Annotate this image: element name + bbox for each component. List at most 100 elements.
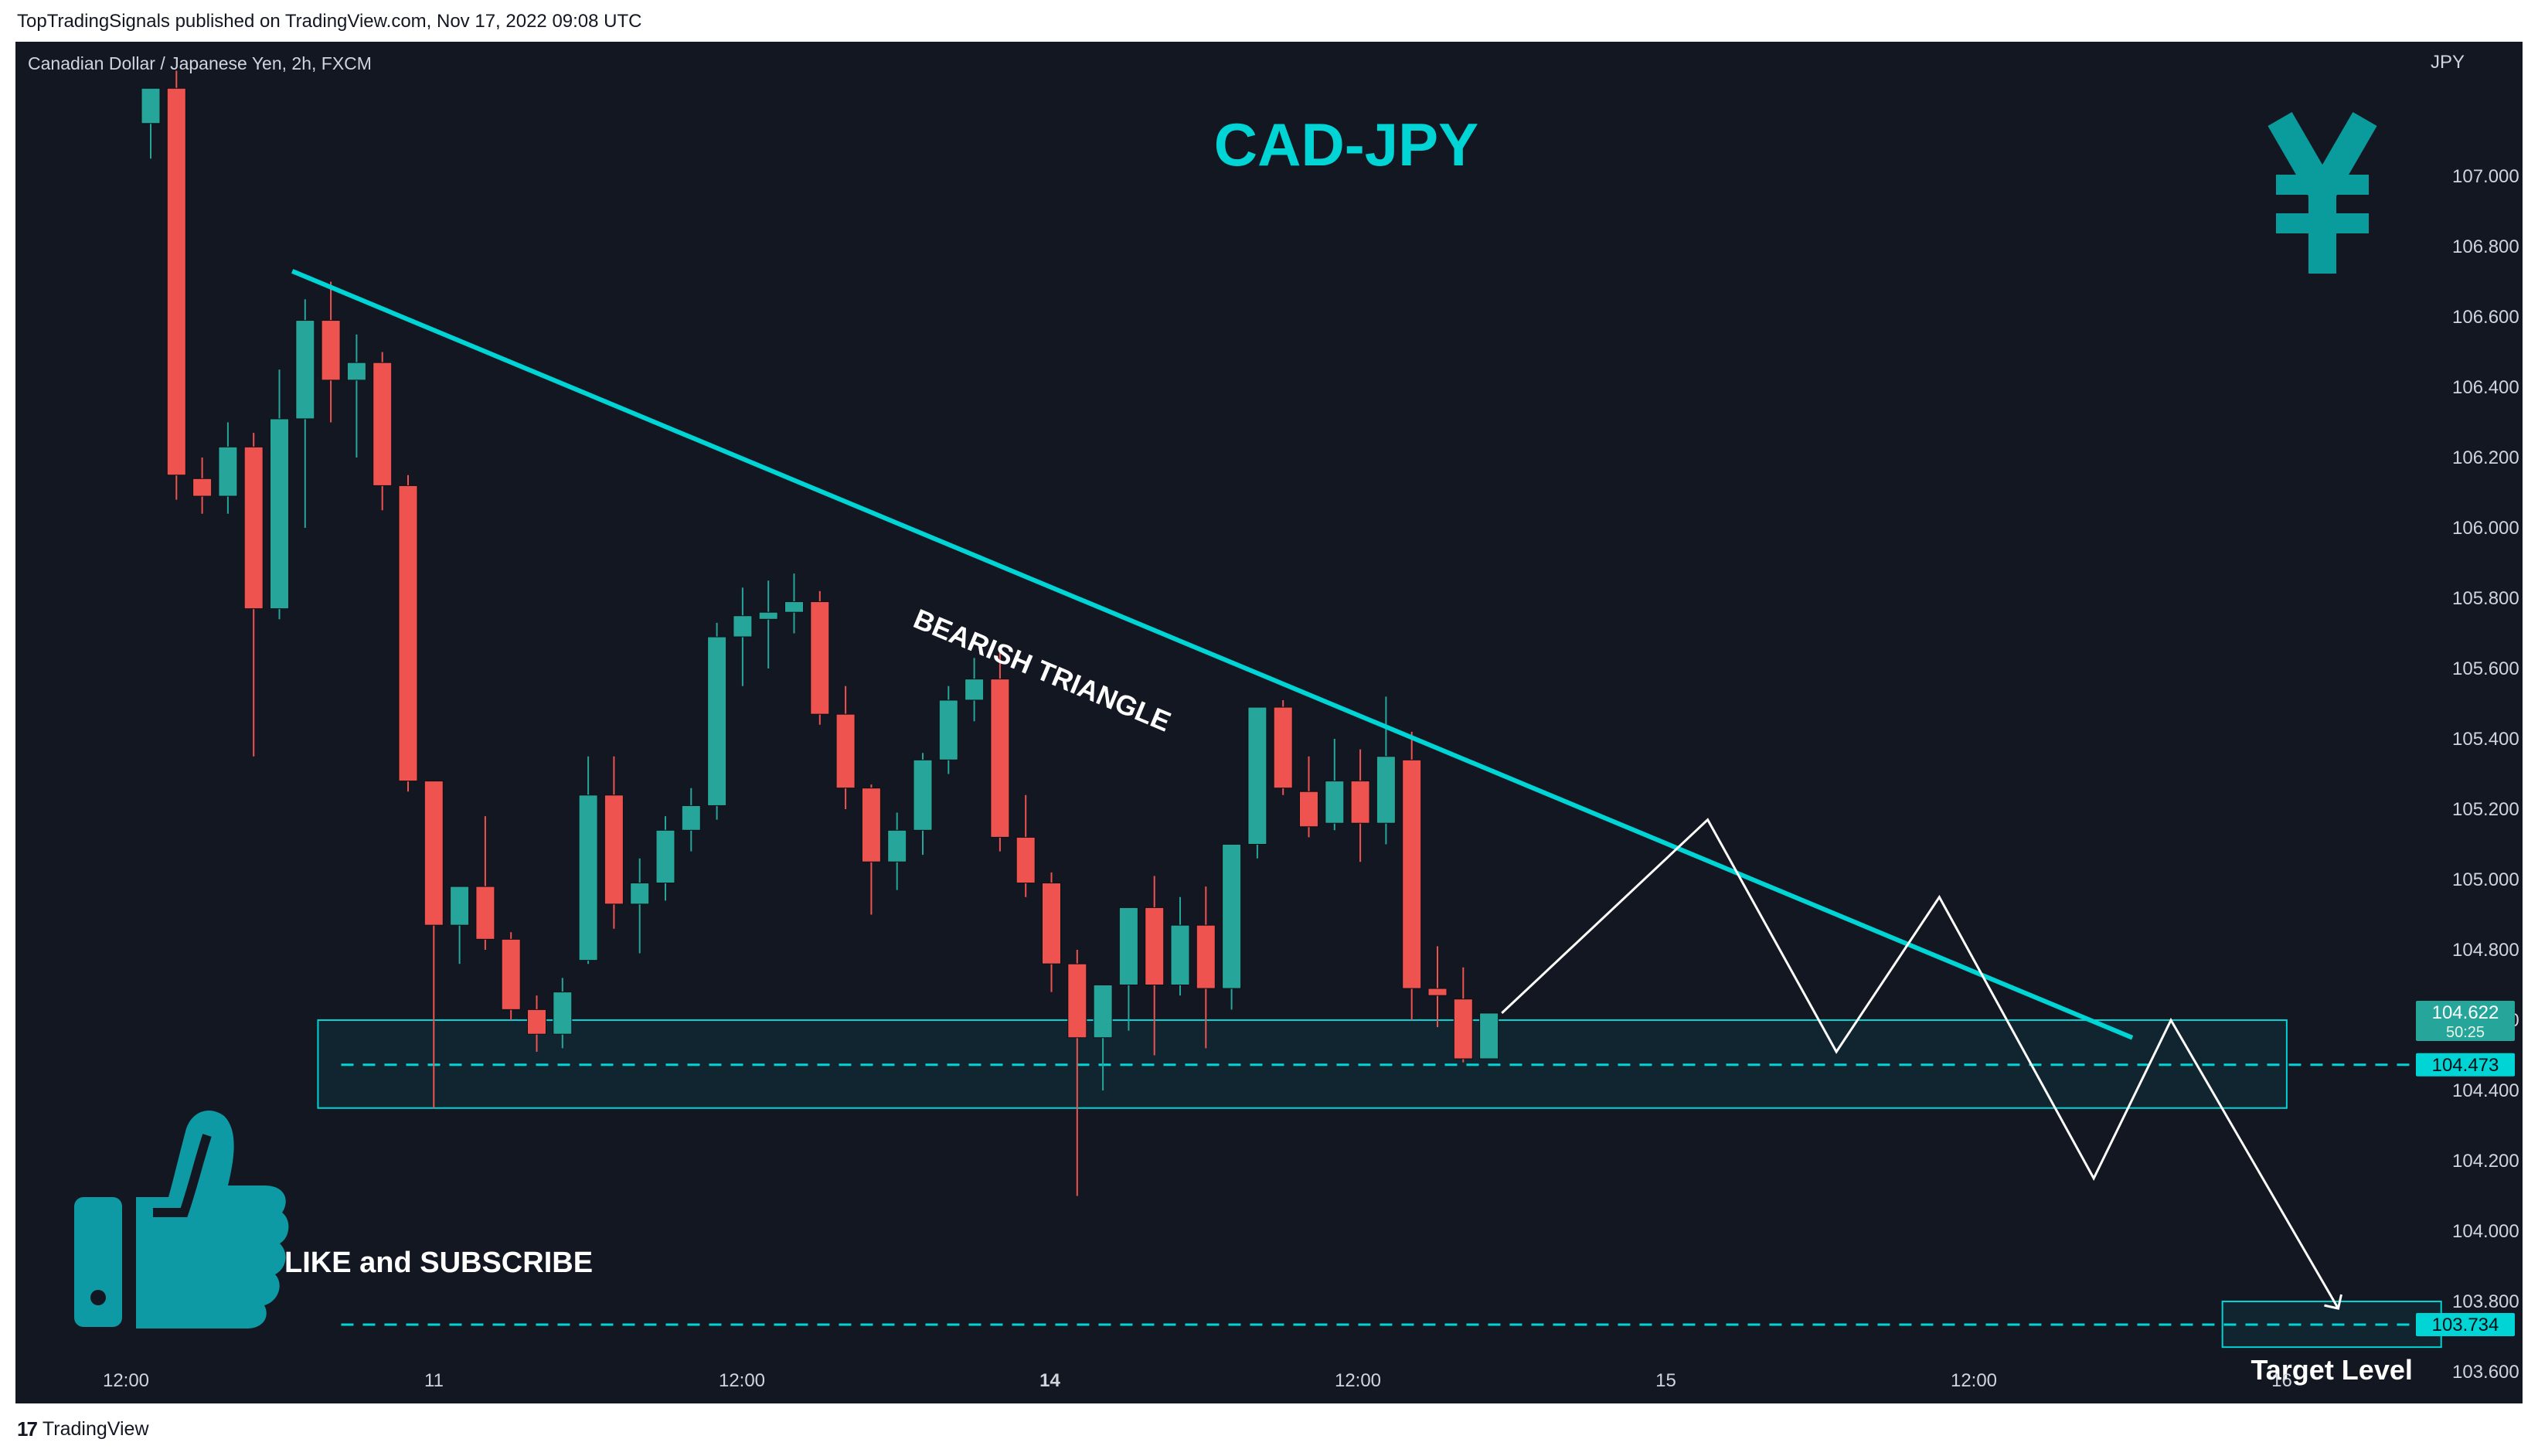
- candle[interactable]: [501, 932, 521, 1020]
- candle[interactable]: [1350, 749, 1370, 862]
- y-tick-label: 106.400: [2452, 377, 2519, 398]
- candle-body: [913, 759, 933, 831]
- resistance-trendline[interactable]: [291, 269, 2134, 1040]
- candle[interactable]: [1042, 872, 1061, 992]
- candle-body: [501, 938, 521, 1010]
- candle[interactable]: [1325, 739, 1345, 831]
- candle[interactable]: [192, 458, 213, 514]
- x-tick-label: 12:00: [719, 1370, 765, 1391]
- candle[interactable]: [1402, 731, 1422, 1020]
- candle[interactable]: [295, 299, 315, 528]
- candle[interactable]: [1016, 794, 1036, 897]
- candle[interactable]: [475, 816, 495, 950]
- candle[interactable]: [1170, 896, 1190, 996]
- candle[interactable]: [861, 784, 881, 915]
- candle[interactable]: [1299, 756, 1318, 838]
- candle[interactable]: [630, 858, 650, 954]
- candle-body: [192, 478, 213, 497]
- candle[interactable]: [450, 886, 470, 964]
- candle[interactable]: [707, 622, 727, 820]
- projection-path[interactable]: [1501, 818, 2339, 1309]
- candle-body: [553, 992, 573, 1035]
- candle[interactable]: [1427, 946, 1448, 1028]
- candle[interactable]: [758, 580, 778, 668]
- candle[interactable]: [938, 685, 958, 774]
- candle-body: [1042, 883, 1061, 964]
- candle[interactable]: [810, 590, 830, 725]
- candle[interactable]: [321, 281, 341, 423]
- candle[interactable]: [913, 753, 933, 856]
- candle[interactable]: [243, 433, 264, 757]
- candle[interactable]: [1093, 985, 1113, 1091]
- candle-body: [1273, 706, 1293, 789]
- candle[interactable]: [398, 475, 418, 792]
- price-badge: 103.734: [2416, 1313, 2515, 1337]
- price-badge-value: 104.473: [2432, 1055, 2499, 1076]
- candle[interactable]: [527, 995, 546, 1052]
- candle[interactable]: [784, 573, 804, 634]
- candle-body: [1145, 907, 1165, 986]
- candle[interactable]: [141, 87, 161, 159]
- candle[interactable]: [990, 651, 1010, 852]
- candle[interactable]: [1196, 886, 1216, 1049]
- y-tick-label: 105.000: [2452, 869, 2519, 890]
- arrow-head-icon: [2324, 1294, 2342, 1310]
- candle[interactable]: [1247, 706, 1267, 859]
- price-badge-bg: [2416, 1053, 2515, 1077]
- price-badge-countdown: 50:25: [2446, 1024, 2485, 1041]
- candle-body: [1427, 988, 1448, 996]
- chart-panel[interactable]: BEARISH TRIANGLE Target Level 107.000 106.…: [15, 42, 2523, 1403]
- y-tick-label: 104.400: [2452, 1080, 2519, 1101]
- candle[interactable]: [604, 756, 624, 929]
- candle[interactable]: [1376, 696, 1396, 845]
- footer-brand[interactable]: TradingView: [42, 1418, 149, 1440]
- x-tick-label: 11: [424, 1370, 444, 1391]
- candle[interactable]: [346, 334, 366, 458]
- candle-body: [784, 601, 804, 613]
- candle[interactable]: [424, 781, 444, 1108]
- candle[interactable]: [1453, 967, 1473, 1063]
- currency-label: JPY: [2431, 52, 2465, 73]
- candle-body: [1170, 924, 1190, 986]
- candle[interactable]: [578, 756, 598, 964]
- candle-body: [450, 886, 470, 926]
- candle[interactable]: [270, 369, 289, 620]
- candle[interactable]: [218, 422, 238, 514]
- candle-body: [758, 611, 778, 620]
- candle[interactable]: [733, 587, 753, 686]
- x-tick-label: 15: [1655, 1370, 1676, 1391]
- candle-body: [346, 362, 366, 381]
- candle-body: [655, 829, 675, 884]
- candle[interactable]: [373, 352, 393, 511]
- chart-title: CAD-JPY: [1214, 111, 1478, 179]
- y-tick-label: 104.200: [2452, 1151, 2519, 1172]
- price-badge-value: 103.734: [2432, 1315, 2499, 1335]
- candle[interactable]: [681, 788, 701, 852]
- candle[interactable]: [1145, 876, 1165, 1056]
- x-tick-label: 12:00: [103, 1370, 149, 1391]
- candle-body: [1067, 963, 1087, 1039]
- candle-body: [1402, 759, 1422, 989]
- candle[interactable]: [655, 816, 675, 901]
- candle[interactable]: [965, 658, 985, 722]
- candle[interactable]: [887, 812, 907, 890]
- candle-body: [527, 1009, 546, 1035]
- candle[interactable]: [1118, 907, 1138, 1031]
- candle[interactable]: [1222, 844, 1242, 1010]
- candle-body: [733, 615, 753, 638]
- candle-body: [1093, 985, 1113, 1039]
- candle[interactable]: [166, 70, 186, 500]
- candle-body: [810, 601, 830, 715]
- price-badge: 104.473: [2416, 1053, 2515, 1077]
- candle[interactable]: [1479, 1012, 1499, 1060]
- candle[interactable]: [1067, 950, 1087, 1196]
- candle[interactable]: [835, 685, 856, 809]
- publish-note: TopTradingSignals published on TradingVi…: [17, 11, 642, 32]
- y-tick-label: 105.200: [2452, 799, 2519, 820]
- candle-body: [835, 713, 856, 789]
- y-tick-label: 105.400: [2452, 729, 2519, 750]
- candle-body: [604, 794, 624, 905]
- candle[interactable]: [1273, 699, 1293, 795]
- candle[interactable]: [553, 978, 573, 1049]
